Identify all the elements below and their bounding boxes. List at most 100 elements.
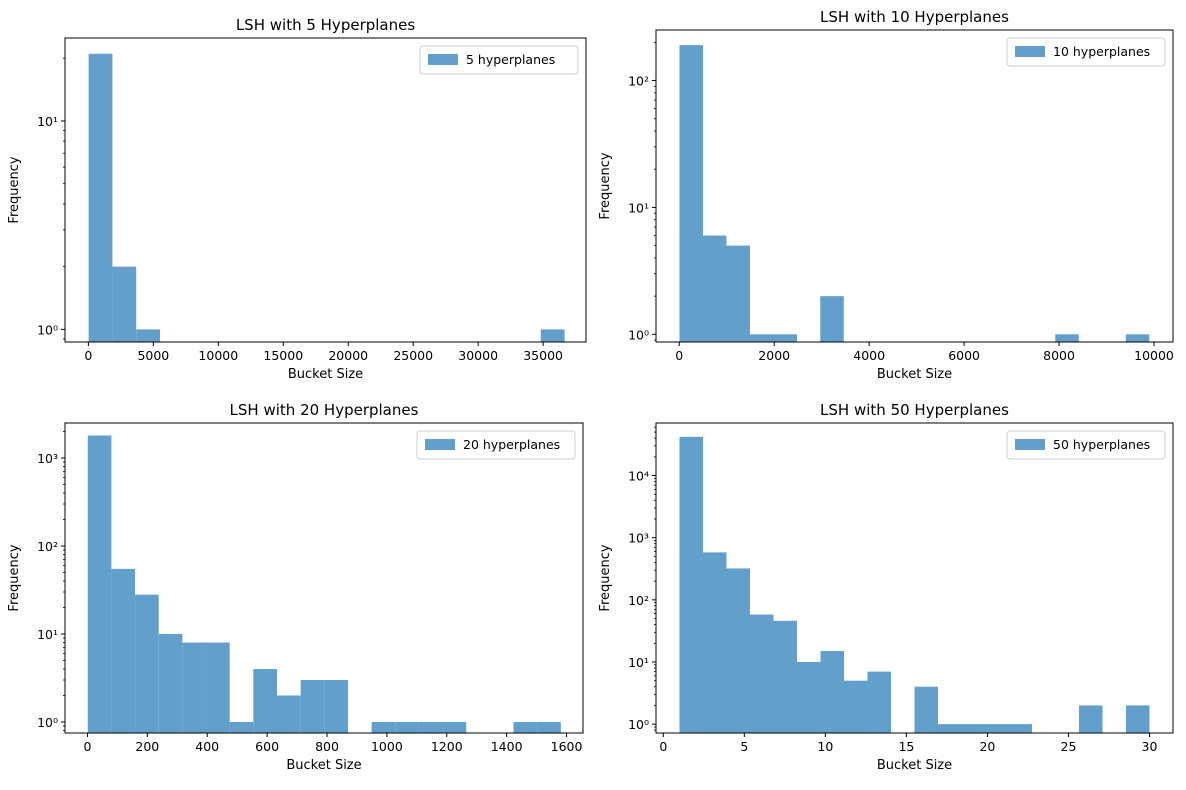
y-tick-label: 10² — [628, 74, 649, 89]
y-tick-label: 10³ — [628, 531, 649, 546]
y-tick-label: 10¹ — [628, 200, 649, 215]
histogram-bar — [679, 436, 703, 733]
x-tick-label: 25 — [1061, 739, 1077, 754]
histogram-bar — [253, 669, 277, 733]
x-axis-label: Bucket Size — [877, 758, 952, 773]
legend-swatch — [425, 439, 455, 450]
histogram-bar — [703, 552, 727, 733]
histogram-bar — [206, 642, 230, 733]
x-tick-label: 800 — [315, 739, 339, 754]
histogram-bar — [703, 235, 727, 342]
chart-title: LSH with 50 Hyperplanes — [820, 401, 1009, 419]
histogram-bar — [136, 329, 160, 342]
legend-label: 5 hyperplanes — [466, 52, 555, 67]
chart-panel-2: 0 200 400 600 800 1000 1200 1400 1600 10⁰ 10¹ 10² 10… — [7, 401, 584, 773]
x-tick-label: 10000 — [1134, 348, 1174, 363]
x-tick-label: 2000 — [758, 348, 790, 363]
histogram-bar — [938, 724, 962, 733]
y-tick-label: 10¹ — [37, 627, 58, 642]
histogram-bar — [1125, 334, 1150, 342]
axes-frame — [655, 422, 1174, 734]
histogram-bar — [1079, 705, 1103, 733]
histogram-bar — [797, 661, 821, 733]
histogram-bar — [773, 334, 797, 342]
legend-swatch — [428, 54, 458, 65]
chart-title: LSH with 20 Hyperplanes — [230, 401, 419, 419]
legend-label: 20 hyperplanes — [463, 437, 560, 452]
y-tick-label: 10⁰ — [628, 327, 649, 342]
histogram-bar — [820, 651, 844, 733]
y-axis-label: Frequency — [7, 544, 22, 611]
x-tick-label: 4000 — [853, 348, 885, 363]
x-tick-label: 0 — [659, 739, 667, 754]
x-tick-label: 400 — [195, 739, 219, 754]
histogram-bar — [726, 245, 750, 342]
histogram-bar — [750, 614, 774, 733]
histogram-bar — [324, 680, 348, 733]
x-tick-label: 0 — [83, 739, 91, 754]
histogram-bar — [300, 680, 325, 733]
histogram-bar — [679, 45, 703, 342]
histogram-bar — [371, 722, 396, 733]
x-tick-label: 1400 — [491, 739, 523, 754]
histogram-bar — [88, 53, 113, 342]
x-tick-label: 8000 — [1043, 348, 1075, 363]
x-tick-label: 600 — [255, 739, 279, 754]
y-tick-label: 10⁰ — [37, 715, 58, 730]
legend: 10 hyperplanes — [1006, 37, 1166, 67]
x-tick-label: 1600 — [551, 739, 583, 754]
legend-box — [419, 45, 579, 75]
y-tick-label: 10¹ — [37, 114, 58, 129]
x-tick-label: 200 — [135, 739, 159, 754]
histogram-bar — [158, 634, 183, 733]
histogram-bar — [1055, 334, 1079, 342]
x-tick-label: 6000 — [948, 348, 980, 363]
histogram-bar — [513, 722, 538, 733]
x-tick-label: 5000 — [137, 348, 169, 363]
y-tick-label: 10³ — [37, 451, 58, 466]
legend-box — [1006, 430, 1166, 460]
x-tick-label: 25000 — [393, 348, 433, 363]
chart-title: LSH with 5 Hyperplanes — [236, 16, 416, 34]
x-tick-label: 15 — [898, 739, 914, 754]
legend-swatch — [1015, 46, 1045, 57]
x-tick-label: 20 — [979, 739, 995, 754]
histogram-bar — [540, 329, 565, 342]
histogram-bar — [867, 671, 891, 733]
histogram-bar — [537, 722, 561, 733]
y-axis-label: Frequency — [598, 152, 613, 219]
histogram-bar — [773, 620, 797, 733]
x-axis-label: Bucket Size — [288, 367, 363, 382]
x-tick-label: 1000 — [371, 739, 403, 754]
y-axis-label: Frequency — [7, 156, 22, 223]
x-axis-label: Bucket Size — [286, 758, 361, 773]
y-tick-label: 10¹ — [628, 655, 649, 670]
y-tick-label: 10² — [37, 539, 58, 554]
x-tick-label: 5 — [740, 739, 748, 754]
legend-label: 10 hyperplanes — [1053, 44, 1150, 59]
histogram-bar — [961, 724, 985, 733]
x-tick-label: 30 — [1142, 739, 1158, 754]
y-tick-label: 10² — [628, 593, 649, 608]
histogram-bar — [111, 568, 136, 733]
x-tick-label: 30000 — [458, 348, 498, 363]
legend-box — [1006, 37, 1166, 67]
histogram-bar — [914, 686, 938, 733]
y-tick-label: 10⁴ — [628, 469, 649, 484]
legend: 50 hyperplanes — [1006, 430, 1166, 460]
x-tick-label: 0 — [675, 348, 683, 363]
x-tick-label: 1200 — [431, 739, 463, 754]
histogram-bar — [112, 266, 137, 342]
histogram-bar — [135, 594, 159, 733]
histogram-bar — [750, 334, 774, 342]
axes-frame — [64, 422, 584, 734]
histogram-bar — [1008, 724, 1032, 733]
axes-frame — [655, 29, 1174, 343]
histogram-bar — [726, 568, 750, 733]
histogram-bar — [844, 680, 868, 733]
histogram-bar — [418, 722, 443, 733]
histogram-bar — [1126, 705, 1150, 733]
x-tick-label: 10000 — [198, 348, 238, 363]
axes-frame — [64, 37, 587, 343]
